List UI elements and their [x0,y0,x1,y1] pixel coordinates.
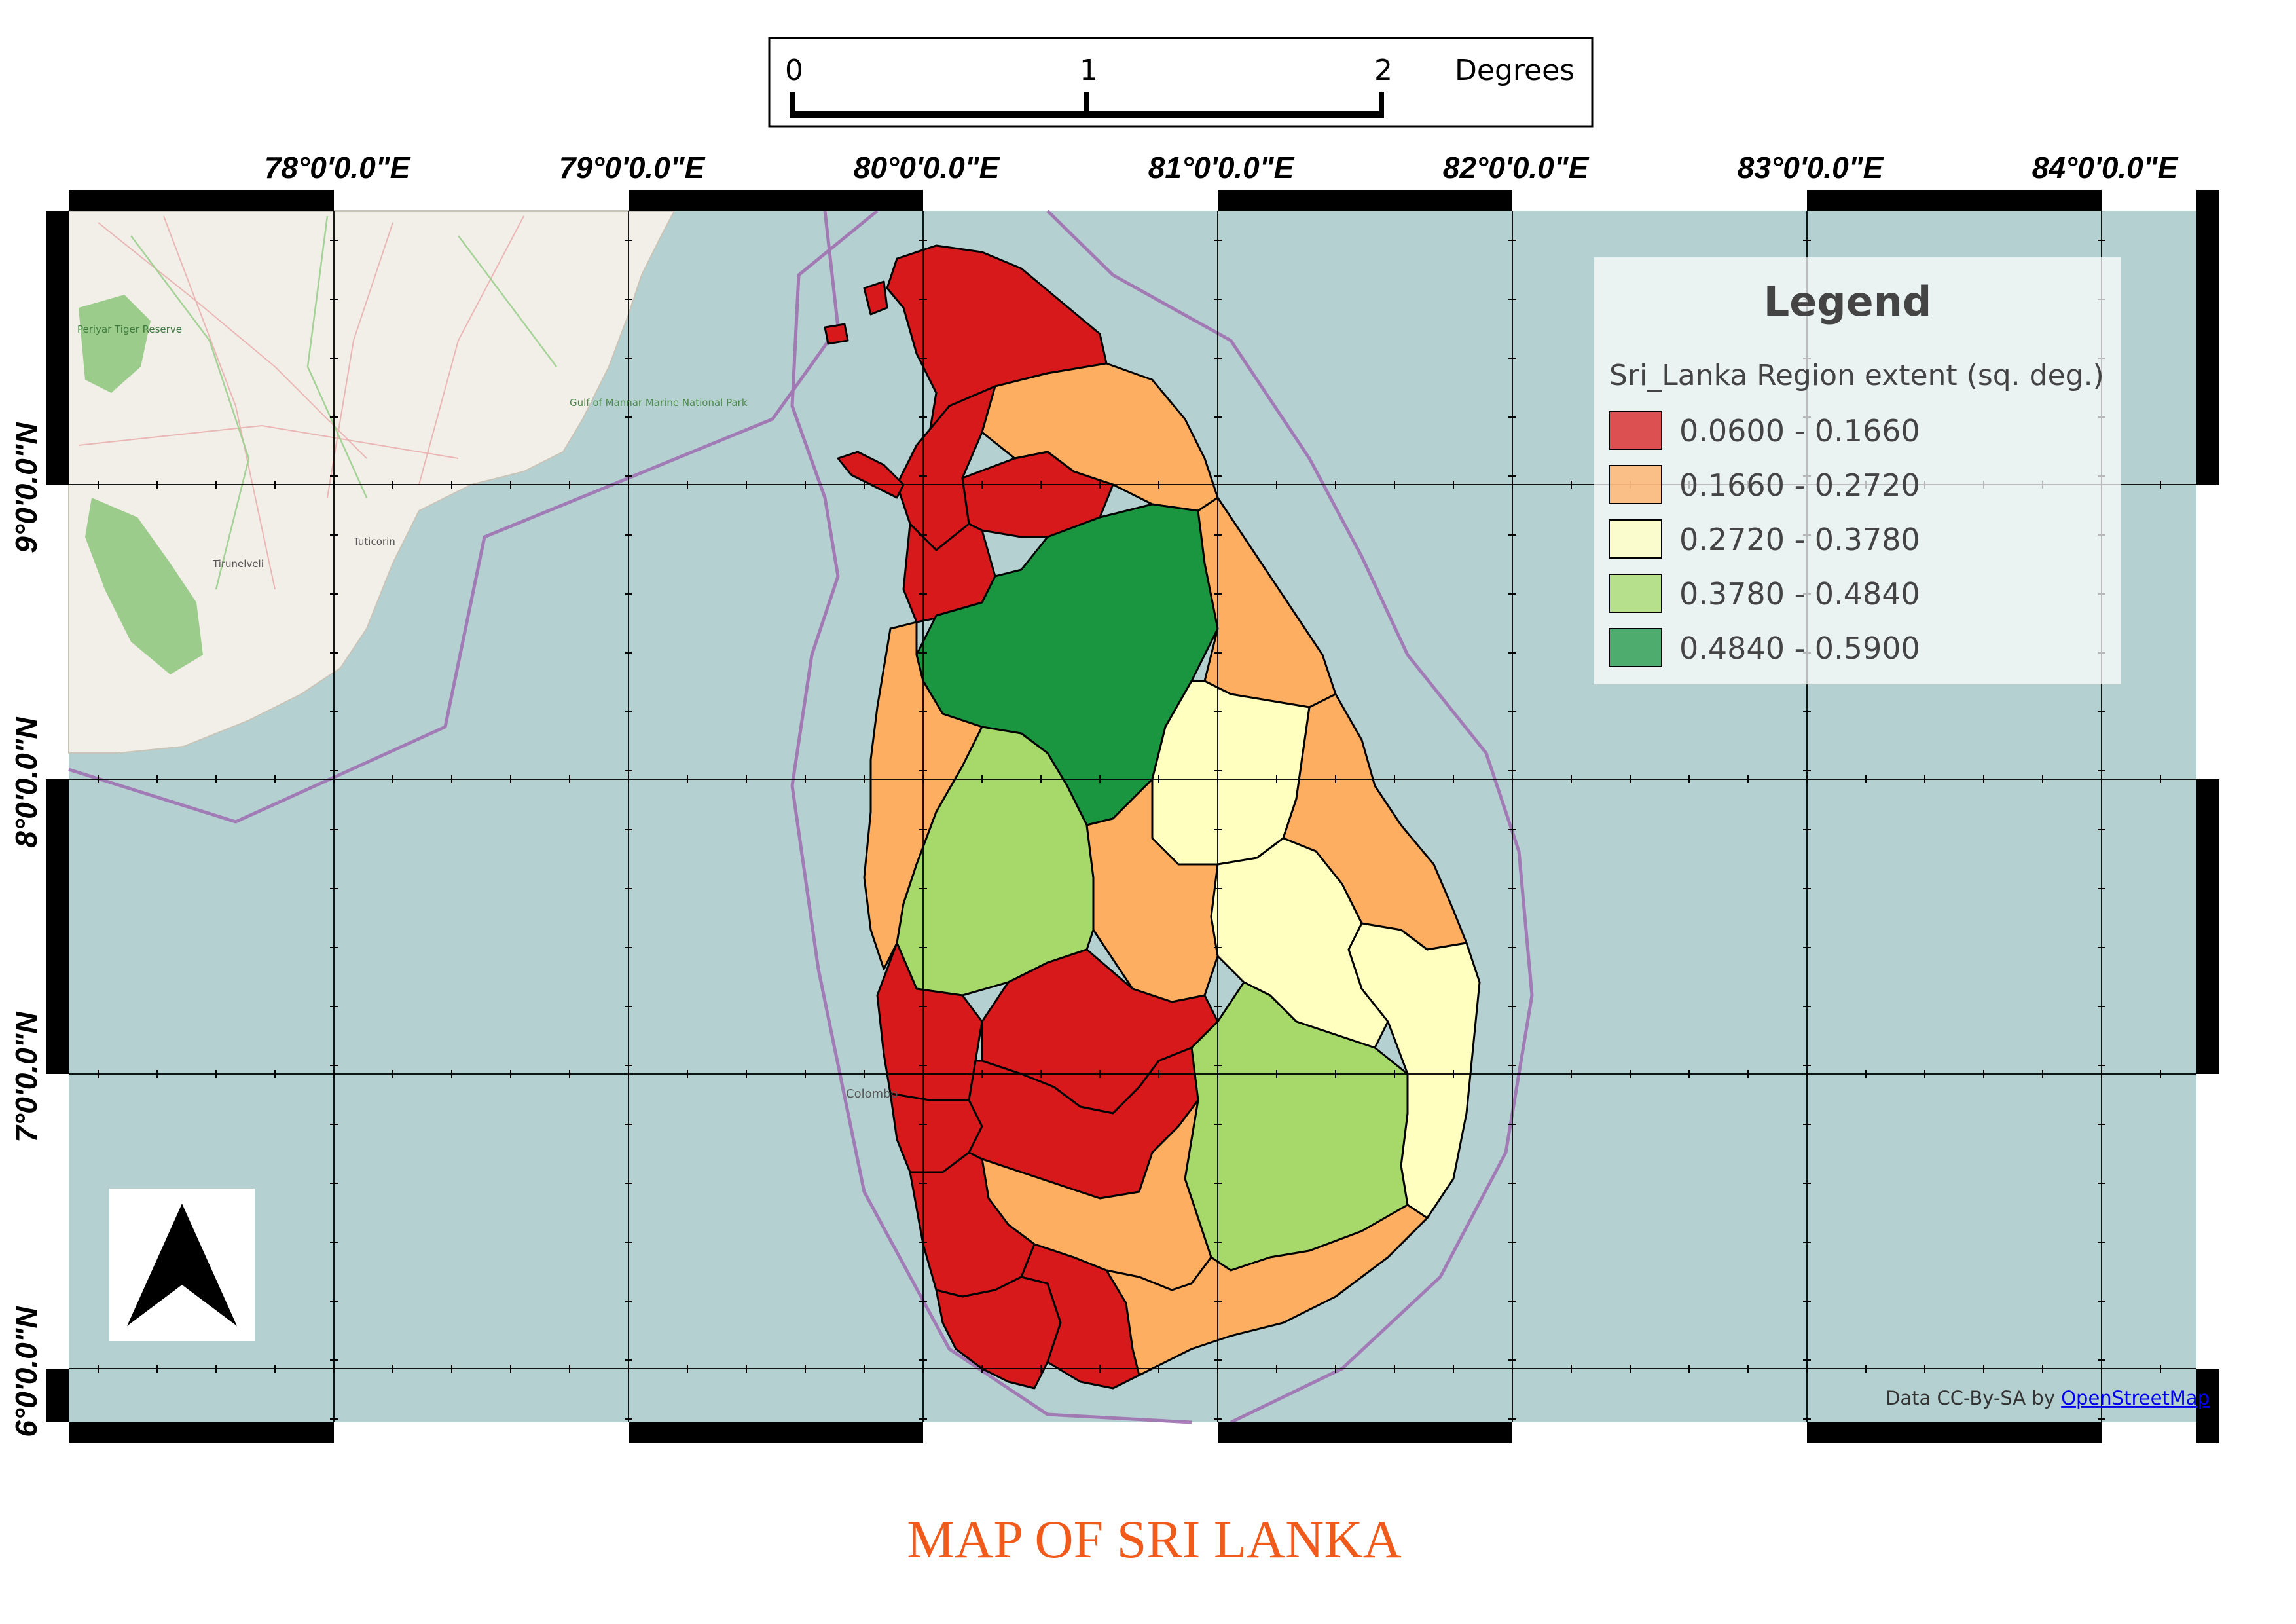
lat-label: 9°0'0.0"N [9,422,43,553]
lat-label: 7°0'0.0"N [9,1011,43,1142]
lon-label: 80°0'0.0"E [854,151,1000,185]
north-arrow-icon [127,1204,237,1326]
legend-swatch [1609,574,1662,613]
legend-swatch [1609,465,1662,504]
legend-label: 0.3780 - 0.4840 [1679,576,1920,612]
lon-label: 82°0'0.0"E [1443,151,1590,185]
map-frame [46,190,2219,1443]
place-label-colombo: Colombo [846,1087,898,1101]
legend-subtitle: Sri_Lanka Region extent (sq. deg.) [1609,359,2104,392]
scale-tick-2: 2 [1374,54,1393,87]
legend-swatch [1609,628,1662,667]
legend-swatch [1609,411,1662,450]
legend: Legend Sri_Lanka Region extent (sq. deg.… [1594,257,2121,684]
scale-tick-0: 0 [785,54,803,87]
lon-label: 84°0'0.0"E [2032,151,2179,185]
forest-patch-north [79,295,151,393]
lon-label: 83°0'0.0"E [1738,151,1884,185]
legend-label: 0.1660 - 0.2720 [1679,468,1920,503]
scale-unit: Degrees [1455,54,1575,87]
scale-bar: 0 1 2 Degrees [768,37,1594,128]
mainland-roads [78,215,524,590]
island-north-2 [863,280,888,316]
place-label-tirunelveli: Tirunelveli [212,558,264,570]
attribution-link: OpenStreetMap [2061,1387,2210,1409]
region-hambantota [1105,1204,1429,1376]
lat-label: 6°0'0.0"N [9,1306,43,1437]
attribution-prefix: Data CC-By-SA by [1886,1387,2061,1409]
place-label-tuticorin: Tuticorin [353,536,395,547]
north-arrow [109,1189,255,1341]
page-title: MAP OF SRI LANKA [907,1509,1402,1569]
lon-label: 78°0'0.0"E [264,151,411,185]
latitude-labels: 9°0'0.0"N 8°0'0.0"N 7°0'0.0"N 6°0'0.0"N [9,422,43,1437]
longitude-labels: 78°0'0.0"E 79°0'0.0"E 80°0'0.0"E 81°0'0.… [264,151,2179,185]
legend-swatch [1609,519,1662,559]
attribution: Data CC-By-SA by OpenStreetMap [1886,1387,2210,1409]
island-north-1 [824,323,849,345]
lat-label: 8°0'0.0"N [9,716,43,847]
legend-label: 0.0600 - 0.1660 [1679,413,1920,449]
svg-text:Data CC-By-SA by OpenStreetMap: Data CC-By-SA by OpenStreetMap [1886,1387,2210,1409]
india-landmass [68,210,676,754]
forest-patch-south [85,498,203,674]
legend-label: 0.2720 - 0.3780 [1679,522,1920,557]
legend-label: 0.4840 - 0.5900 [1679,631,1920,666]
basemap-labels: Tirunelveli Tuticorin Gulf of Mannar Mar… [77,323,898,1101]
mainland-green-roads [130,215,557,590]
lon-label: 81°0'0.0"E [1148,151,1295,185]
scale-tick-1: 1 [1080,54,1098,87]
place-label-gulf-of-mannar: Gulf of Mannar Marine National Park [570,397,748,409]
region-mannar-island [837,451,905,499]
lon-label: 79°0'0.0"E [559,151,706,185]
legend-title: Legend [1764,278,1932,325]
place-label-periyar: Periyar Tiger Reserve [77,323,182,335]
sri-lanka-regions [824,244,1481,1390]
